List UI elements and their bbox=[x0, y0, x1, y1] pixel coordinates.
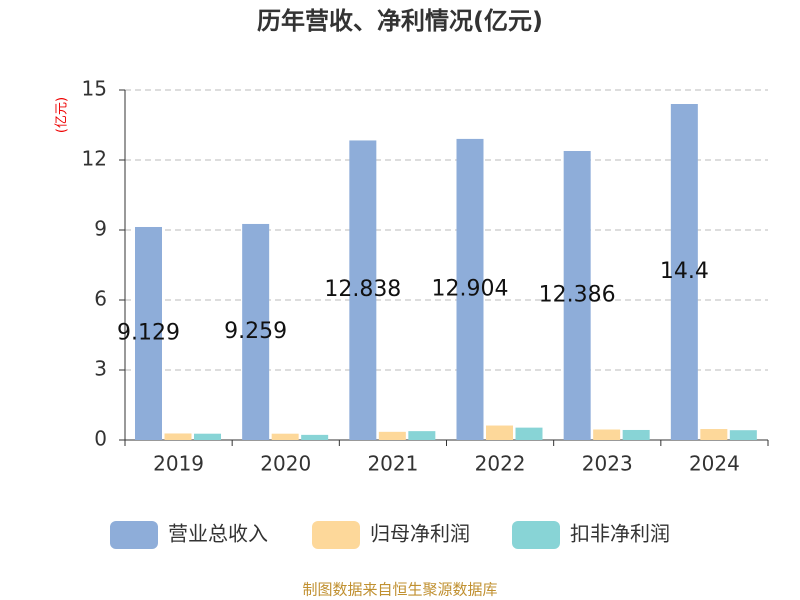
y-tick-label: 9 bbox=[94, 217, 107, 241]
legend-swatch bbox=[512, 521, 560, 549]
legend-swatch bbox=[312, 521, 360, 549]
bar bbox=[164, 433, 192, 440]
y-unit: (亿元) bbox=[55, 97, 70, 133]
bar bbox=[670, 104, 698, 440]
bar bbox=[486, 425, 513, 440]
legend-label: 营业总收入 bbox=[168, 522, 268, 546]
legend-swatch bbox=[110, 521, 158, 549]
x-tick-label: 2023 bbox=[582, 452, 633, 476]
legend-label: 归母净利润 bbox=[370, 522, 470, 546]
data-label: 9.259 bbox=[224, 319, 287, 344]
source-note: 制图数据来自恒生聚源数据库 bbox=[302, 581, 497, 599]
y-tick-label: 12 bbox=[82, 147, 107, 171]
y-tick-label: 3 bbox=[94, 357, 107, 381]
bar bbox=[135, 226, 162, 440]
bar bbox=[349, 140, 377, 441]
x-tick-label: 2020 bbox=[260, 452, 311, 476]
y-tick-label: 6 bbox=[94, 287, 107, 311]
bar bbox=[194, 433, 221, 440]
bar bbox=[456, 138, 484, 440]
chart-title: 历年营收、净利情况(亿元) bbox=[257, 7, 543, 35]
x-tick-label: 2024 bbox=[689, 452, 740, 476]
bar bbox=[378, 431, 406, 440]
y-tick-label: 15 bbox=[82, 77, 107, 101]
data-label: 12.904 bbox=[432, 276, 509, 301]
bar bbox=[563, 150, 591, 440]
x-tick-label: 2021 bbox=[367, 452, 418, 476]
data-label: 12.838 bbox=[324, 277, 401, 302]
bar bbox=[301, 434, 329, 440]
bar bbox=[242, 223, 270, 440]
x-tick-label: 2019 bbox=[153, 452, 204, 476]
bar bbox=[408, 431, 436, 440]
bar bbox=[271, 433, 299, 440]
legend-label: 扣非净利润 bbox=[570, 522, 670, 546]
data-label: 14.4 bbox=[660, 259, 709, 284]
bar bbox=[622, 429, 650, 440]
bar bbox=[729, 430, 757, 440]
x-tick-label: 2022 bbox=[475, 452, 526, 476]
bar bbox=[593, 429, 621, 440]
bar bbox=[700, 429, 728, 440]
data-label: 12.386 bbox=[539, 282, 616, 307]
data-label: 9.129 bbox=[117, 320, 180, 345]
y-tick-label: 0 bbox=[94, 427, 107, 451]
bar bbox=[515, 427, 543, 440]
